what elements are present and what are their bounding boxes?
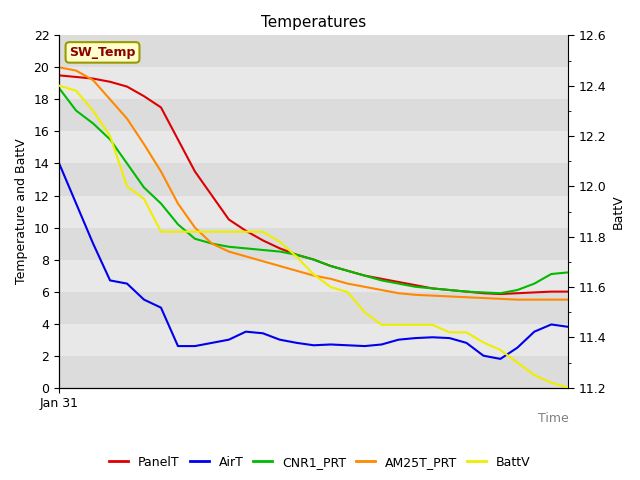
Bar bbox=[59, 36, 568, 67]
Bar bbox=[59, 324, 568, 356]
Bar bbox=[59, 292, 568, 324]
Text: SW_Temp: SW_Temp bbox=[69, 46, 136, 59]
Bar bbox=[59, 228, 568, 260]
Bar bbox=[59, 67, 568, 99]
Title: Temperatures: Temperatures bbox=[261, 15, 366, 30]
Bar bbox=[59, 164, 568, 195]
Y-axis label: BattV: BattV bbox=[612, 194, 625, 229]
Bar bbox=[59, 195, 568, 228]
Y-axis label: Temperature and BattV: Temperature and BattV bbox=[15, 139, 28, 284]
Bar bbox=[59, 99, 568, 132]
Bar bbox=[59, 132, 568, 164]
Legend: PanelT, AirT, CNR1_PRT, AM25T_PRT, BattV: PanelT, AirT, CNR1_PRT, AM25T_PRT, BattV bbox=[104, 451, 536, 474]
Bar bbox=[59, 356, 568, 388]
Text: Time: Time bbox=[538, 412, 568, 425]
Bar bbox=[59, 260, 568, 292]
